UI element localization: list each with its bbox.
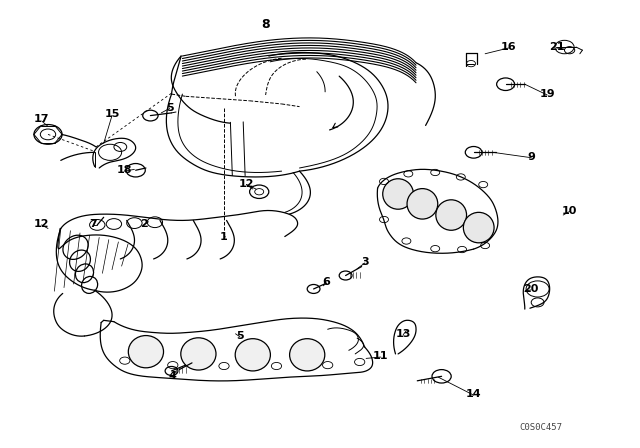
Ellipse shape (289, 339, 325, 371)
Text: 17: 17 (34, 114, 49, 124)
Text: 2: 2 (140, 219, 148, 229)
Text: 1: 1 (220, 233, 228, 242)
Text: 20: 20 (524, 284, 539, 294)
Text: 3: 3 (361, 257, 369, 267)
Ellipse shape (129, 336, 164, 368)
Ellipse shape (236, 339, 271, 371)
Text: 16: 16 (501, 42, 516, 52)
Text: 9: 9 (527, 152, 535, 162)
Text: 13: 13 (396, 329, 411, 339)
Text: 8: 8 (261, 18, 270, 31)
Text: 5: 5 (236, 331, 244, 341)
Ellipse shape (383, 179, 413, 209)
Text: 12: 12 (239, 179, 254, 189)
Text: 15: 15 (104, 109, 120, 119)
Text: C0S0C457: C0S0C457 (519, 423, 563, 432)
Ellipse shape (181, 338, 216, 370)
Text: 4: 4 (169, 371, 177, 381)
Text: 19: 19 (540, 89, 555, 99)
Text: 10: 10 (562, 206, 577, 215)
Text: 14: 14 (466, 389, 481, 399)
Text: 12: 12 (34, 219, 49, 229)
Text: 18: 18 (117, 165, 132, 175)
Text: 21: 21 (549, 42, 564, 52)
Ellipse shape (436, 200, 467, 230)
Text: 6: 6 (323, 277, 330, 287)
Text: 7: 7 (89, 219, 97, 229)
Ellipse shape (407, 189, 438, 219)
Text: 11: 11 (373, 351, 388, 361)
Text: 5: 5 (166, 103, 173, 112)
Ellipse shape (463, 212, 494, 243)
